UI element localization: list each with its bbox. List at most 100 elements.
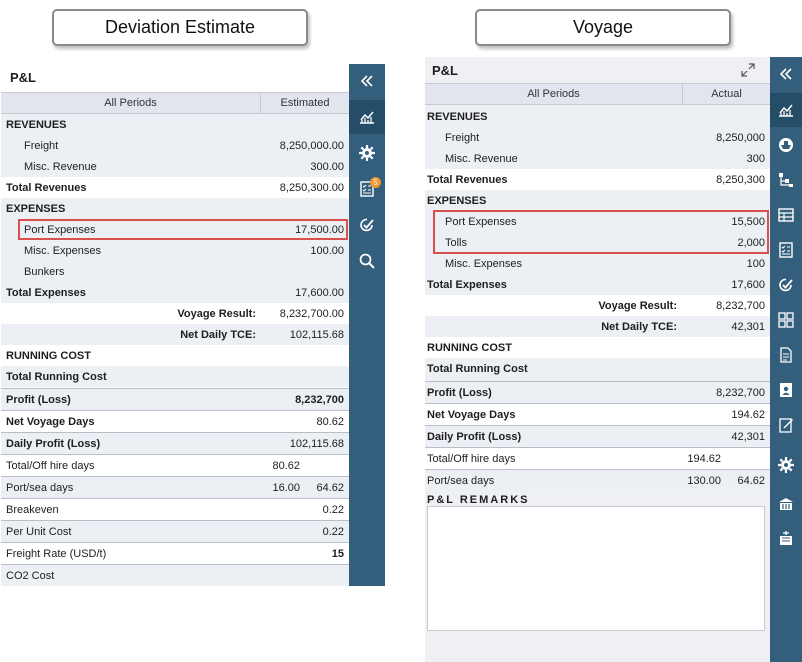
edit-check-icon[interactable] — [770, 268, 802, 302]
summary-label: Profit (Loss) — [6, 393, 71, 406]
row-value: 17,500.00 — [295, 223, 344, 236]
summary-mid-value: 194.62 — [687, 452, 721, 465]
table-header: All Periods Estimated — [1, 92, 349, 114]
summary-mid-value: 80.62 — [272, 459, 300, 472]
pnl-panel-estimate: P&L All Periods Estimated REVENUES Freigh… — [1, 64, 349, 586]
summary-label: Net Voyage Days — [6, 415, 95, 428]
caption-voyage: Voyage — [475, 9, 731, 46]
summary-row: Net Voyage Days 80.62 — [1, 410, 349, 432]
col-estimated[interactable]: Estimated — [280, 97, 330, 109]
col-all-periods[interactable]: All Periods — [425, 84, 683, 104]
row-label: REVENUES — [6, 118, 67, 131]
row-label: Misc. Revenue — [445, 152, 518, 165]
col-all-periods[interactable]: All Periods — [1, 93, 261, 113]
summary-value: 8,232,700 — [295, 393, 344, 406]
summary-label: Total/Off hire days — [6, 459, 95, 472]
hierarchy-icon[interactable] — [770, 163, 802, 197]
sidebar-voyage — [770, 57, 802, 662]
summary-label: CO2 Cost — [6, 569, 55, 582]
summary-label: Profit (Loss) — [427, 386, 492, 399]
summary-label: Total/Off hire days — [427, 452, 516, 465]
row-value: 42,301 — [731, 320, 765, 333]
table-icon[interactable] — [770, 198, 802, 232]
note-icon[interactable] — [770, 408, 802, 442]
summary-value: 0.22 — [322, 503, 344, 516]
summary-label: Breakeven — [6, 503, 59, 516]
table-row: Net Daily TCE: 42,301 — [425, 316, 770, 337]
row-label: Net Daily TCE: — [180, 328, 256, 341]
gear-icon[interactable] — [770, 448, 802, 482]
table-row: Bunkers — [1, 261, 349, 282]
row-value: 300.00 — [310, 160, 344, 173]
search-icon[interactable] — [349, 244, 385, 278]
chart-icon[interactable] — [349, 100, 385, 134]
row-label: Net Daily TCE: — [601, 320, 677, 333]
edit-check-icon[interactable] — [349, 208, 385, 242]
summary-label: Per Unit Cost — [6, 525, 72, 538]
remarks-title: P&L REMARKS — [427, 494, 530, 506]
row-value: 8,250,300.00 — [279, 181, 344, 194]
row-label: Total Revenues — [427, 173, 508, 186]
summary-value: 15 — [331, 547, 344, 560]
panel-title: P&L — [425, 57, 770, 83]
table-row: RUNNING COST — [1, 345, 349, 366]
row-label: Total Running Cost — [6, 370, 107, 383]
row-value: 2,000 — [737, 236, 765, 249]
pnl-panel-actual: P&L All Periods Actual REVENUES Freight 8,… — [425, 57, 770, 662]
table-row: Tolls 2,000 — [425, 232, 770, 253]
summary-row: Port/sea days 130.00 64.62 — [425, 469, 770, 491]
checklist-icon[interactable] — [770, 233, 802, 267]
summary-row: Total/Off hire days 80.62 — [1, 454, 349, 476]
checklist-icon[interactable]: 5 — [349, 172, 385, 206]
row-label: RUNNING COST — [427, 341, 512, 354]
contact-icon[interactable] — [770, 373, 802, 407]
table-row: Total Revenues 8,250,300.00 — [1, 177, 349, 198]
collapse-icon[interactable] — [770, 57, 802, 91]
summary-value: 194.62 — [731, 408, 765, 421]
row-label: Freight — [445, 131, 480, 144]
summary-label: Port/sea days — [6, 481, 74, 494]
table-row: EXPENSES — [425, 190, 770, 211]
remarks-textarea[interactable] — [427, 506, 765, 631]
summary-mid-value: 130.00 — [687, 474, 721, 487]
row-label: Voyage Result: — [598, 299, 677, 312]
row-label: Voyage Result: — [177, 307, 256, 320]
summary-row: Total/Off hire days 194.62 — [425, 447, 770, 469]
row-value: 100 — [746, 257, 765, 270]
row-label: Port Expenses — [445, 215, 517, 228]
table-row: REVENUES — [1, 114, 349, 135]
chart-icon[interactable] — [770, 93, 802, 127]
ship-icon[interactable] — [770, 128, 802, 162]
gear-icon[interactable] — [349, 136, 385, 170]
expand-icon[interactable] — [740, 62, 756, 81]
collapse-icon[interactable] — [349, 64, 385, 98]
summary-row: Freight Rate (USD/t) 15 — [1, 542, 349, 564]
table-row: RUNNING COST — [425, 337, 770, 358]
table-row: Misc. Revenue 300.00 — [1, 156, 349, 177]
row-value: 8,250,300 — [716, 173, 765, 186]
summary-value: 102,115.68 — [289, 437, 344, 450]
summary-row: Daily Profit (Loss) 42,301 — [425, 425, 770, 447]
table-row: Misc. Revenue 300 — [425, 148, 770, 169]
col-actual[interactable]: Actual — [711, 88, 742, 100]
table-row: Total Running Cost — [425, 358, 770, 379]
notification-badge: 5 — [370, 177, 381, 188]
summary-label: Net Voyage Days — [427, 408, 516, 421]
table-row: Total Expenses 17,600.00 — [1, 282, 349, 303]
table-row: Misc. Expenses 100 — [425, 253, 770, 274]
table-row: Total Revenues 8,250,300 — [425, 169, 770, 190]
row-label: Total Revenues — [6, 181, 87, 194]
summary-label: Daily Profit (Loss) — [6, 437, 101, 450]
table-row: Net Daily TCE: 102,115.68 — [1, 324, 349, 345]
table-row: Port Expenses 17,500.00 — [1, 219, 349, 240]
row-label: EXPENSES — [6, 202, 66, 215]
grid-icon[interactable] — [770, 303, 802, 337]
summary-value: 0.22 — [322, 525, 344, 538]
document-icon[interactable] — [770, 338, 802, 372]
row-value: 15,500 — [731, 215, 765, 228]
port-icon[interactable] — [770, 521, 802, 555]
summary-row: Net Voyage Days 194.62 — [425, 403, 770, 425]
table-row: Voyage Result: 8,232,700.00 — [1, 303, 349, 324]
terminal-icon[interactable] — [770, 487, 802, 521]
table-row: Misc. Expenses 100.00 — [1, 240, 349, 261]
